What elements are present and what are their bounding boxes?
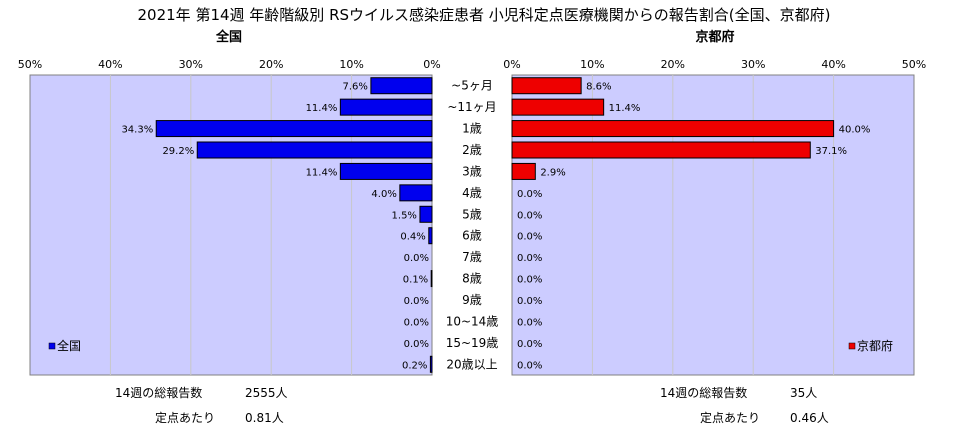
legend-left: 全国	[48, 338, 81, 353]
right-plot-background	[511, 74, 915, 376]
left-tick-label: 30%	[179, 58, 203, 71]
left-plot-background	[29, 74, 433, 376]
data-label-right: 2.9%	[540, 167, 565, 178]
data-label-right: 0.0%	[517, 296, 542, 307]
left-tick-label: 0%	[423, 58, 440, 71]
category-label: 8歳	[462, 272, 482, 286]
data-label-right: 0.0%	[517, 275, 542, 286]
category-label: 2歳	[462, 143, 482, 157]
category-label: 10~14歳	[446, 314, 499, 328]
category-label: 9歳	[462, 293, 482, 307]
left-tick-label: 50%	[18, 58, 42, 71]
data-label-left: 29.2%	[162, 146, 194, 157]
data-label-right: 11.4%	[609, 103, 641, 114]
left-total-label: 14週の総報告数	[115, 385, 202, 400]
legend-swatch	[48, 342, 56, 350]
chart-title: 2021年 第14週 年齢階級別 RSウイルス感染症患者 小児科定点医療機関から…	[138, 6, 831, 24]
bar-left	[429, 355, 433, 373]
category-labels: ~5ヶ月 ~11ヶ月 1歳 2歳 3歳 4歳 5歳 6歳 7歳 8歳 9歳 10~14歳 15~19歳 2…	[446, 79, 499, 372]
bar-left	[419, 205, 433, 223]
left-axis-ticks: 0% 10% 20% 30% 40% 50%	[18, 58, 441, 71]
bar-right	[511, 141, 811, 159]
category-label: 5歳	[462, 207, 482, 221]
data-label-left: 4.0%	[371, 189, 396, 200]
right-tick-label: 30%	[741, 58, 765, 71]
left-per-label: 定点あたり	[155, 410, 215, 425]
left-tick-label: 10%	[339, 58, 363, 71]
right-tick-label: 10%	[580, 58, 604, 71]
footer-right: 14週の総報告数 35人 定点あたり 0.46人	[660, 385, 829, 425]
legend-label: 全国	[57, 338, 81, 353]
left-tick-label: 20%	[259, 58, 283, 71]
data-label-left: 11.4%	[306, 103, 338, 114]
bar-right	[511, 162, 536, 180]
data-label-right: 0.0%	[517, 339, 542, 350]
right-tick-label: 0%	[503, 58, 520, 71]
left-plot-area: 7.6% 11.4% 34.3% 29.2% 11.4% 4.0% 1.5% 0.4% 0.0%…	[29, 74, 433, 376]
data-label-right: 40.0%	[839, 125, 871, 136]
bar-left	[430, 270, 433, 288]
data-label-left: 0.0%	[404, 296, 429, 307]
bar-left	[339, 162, 433, 180]
bar-left	[428, 227, 433, 245]
data-label-right: 0.0%	[517, 360, 542, 371]
bar-left	[339, 98, 433, 116]
bar-left	[399, 184, 433, 202]
data-label-left: 0.1%	[403, 275, 428, 286]
category-label: 7歳	[462, 250, 482, 264]
category-label: 15~19歳	[446, 336, 499, 350]
category-label: 4歳	[462, 186, 482, 200]
data-label-left: 7.6%	[342, 82, 367, 93]
right-plot-area: 8.6% 11.4% 40.0% 37.1% 2.9% 0.0% 0.0% 0.0% 0.0% 0…	[511, 74, 915, 376]
right-per-value: 0.46人	[790, 411, 829, 425]
data-label-right: 0.0%	[517, 232, 542, 243]
bar-left	[196, 141, 433, 159]
bar-right	[511, 120, 835, 138]
data-label-left: 0.4%	[400, 232, 425, 243]
left-panel-title: 全国	[215, 29, 242, 45]
right-tick-label: 40%	[821, 58, 845, 71]
right-panel-title: 京都府	[695, 29, 734, 45]
data-label-left: 34.3%	[121, 125, 153, 136]
data-label-right: 0.0%	[517, 189, 542, 200]
data-label-left: 11.4%	[306, 167, 338, 178]
category-label: 6歳	[462, 229, 482, 243]
right-tick-label: 50%	[902, 58, 926, 71]
category-label: 3歳	[462, 164, 482, 178]
data-label-right: 8.6%	[586, 82, 611, 93]
legend-swatch	[848, 342, 856, 350]
bar-right	[511, 77, 582, 95]
legend-right: 京都府	[848, 338, 893, 353]
bar-left	[155, 120, 433, 138]
category-label: 20歳以上	[446, 357, 497, 371]
category-label: ~11ヶ月	[447, 100, 496, 114]
category-label: ~5ヶ月	[451, 79, 493, 93]
data-label-right: 37.1%	[815, 146, 847, 157]
data-label-right: 0.0%	[517, 317, 542, 328]
footer-left: 14週の総報告数 2555人 定点あたり 0.81人	[115, 385, 288, 425]
bar-left	[370, 77, 433, 95]
legend-label: 京都府	[857, 338, 893, 353]
data-label-right: 0.0%	[517, 253, 542, 264]
right-tick-label: 20%	[661, 58, 685, 71]
category-label: 1歳	[462, 122, 482, 136]
data-label-left: 0.0%	[404, 253, 429, 264]
right-per-label: 定点あたり	[700, 410, 760, 425]
left-per-value: 0.81人	[245, 411, 284, 425]
data-label-left: 1.5%	[392, 210, 417, 221]
data-label-left: 0.0%	[404, 317, 429, 328]
left-total-value: 2555人	[245, 386, 288, 400]
right-total-label: 14週の総報告数	[660, 385, 747, 400]
right-total-value: 35人	[790, 386, 817, 400]
right-axis-ticks: 0% 10% 20% 30% 40% 50%	[503, 58, 926, 71]
bar-right	[511, 98, 605, 116]
data-label-left: 0.0%	[404, 339, 429, 350]
data-label-right: 0.0%	[517, 210, 542, 221]
data-label-left: 0.2%	[402, 360, 427, 371]
left-tick-label: 40%	[98, 58, 122, 71]
